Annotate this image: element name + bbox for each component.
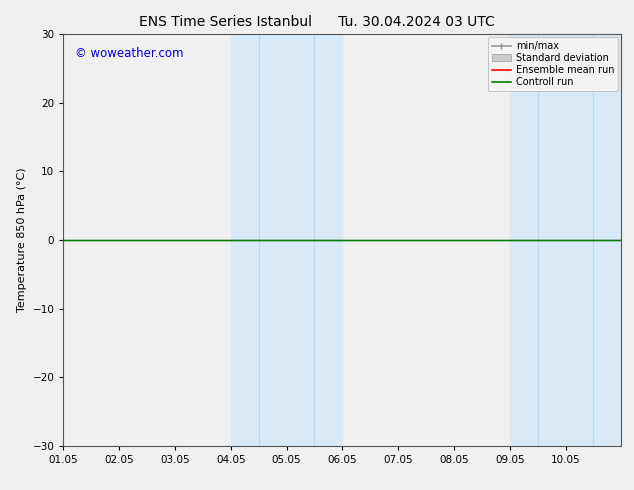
- Bar: [510, 34, 621, 446]
- Text: ENS Time Series Istanbul      Tu. 30.04.2024 03 UTC: ENS Time Series Istanbul Tu. 30.04.2024 …: [139, 15, 495, 29]
- Bar: [231, 34, 342, 446]
- Y-axis label: Temperature 850 hPa (°C): Temperature 850 hPa (°C): [17, 168, 27, 313]
- Text: © woweather.com: © woweather.com: [75, 47, 183, 60]
- Legend: min/max, Standard deviation, Ensemble mean run, Controll run: min/max, Standard deviation, Ensemble me…: [488, 37, 618, 91]
